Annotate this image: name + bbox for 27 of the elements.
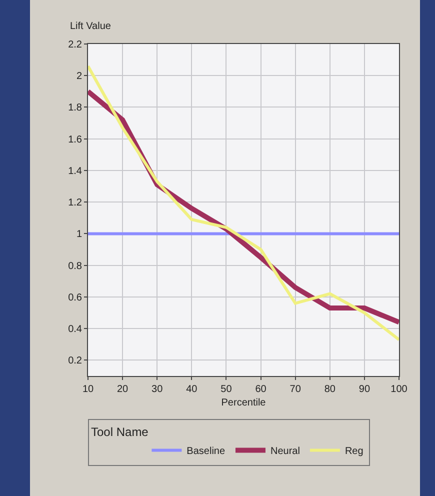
legend-label: Reg — [344, 446, 364, 458]
y-tick-label: 0.4 — [68, 324, 82, 336]
x-tick-label: 60 — [255, 384, 267, 395]
legend-label: Baseline — [186, 446, 226, 458]
x-tick-label: 30 — [152, 384, 164, 395]
x-tick-label: 20 — [116, 384, 129, 395]
y-tick-label: 0.6 — [68, 292, 82, 304]
x-tick-label: 10 — [82, 384, 94, 395]
y-tick-label: 0.8 — [68, 260, 82, 272]
y-tick-label: 1 — [76, 229, 82, 240]
y-tick-label: 1.4 — [68, 166, 82, 177]
x-tick-label: 80 — [324, 384, 336, 395]
x-tick-label: 40 — [186, 384, 198, 395]
x-tick-label: 50 — [220, 384, 232, 395]
y-tick-label: 0.2 — [68, 356, 82, 367]
y-tick-label: 1.8 — [68, 102, 82, 114]
y-axis-title: Lift Value — [70, 21, 112, 32]
x-axis-title: Percentile — [221, 398, 266, 408]
legend-title: Tool Name — [91, 424, 149, 439]
y-tick-label: 2 — [76, 71, 82, 82]
y-tick-label: 2.2 — [68, 40, 82, 50]
x-tick-label: 90 — [358, 384, 370, 395]
y-tick-label: 1.6 — [68, 134, 82, 146]
x-tick-label: 100 — [390, 384, 408, 395]
legend-label: Neural — [270, 446, 300, 458]
y-tick-label: 1.2 — [68, 198, 82, 209]
x-tick-label: 70 — [290, 384, 302, 395]
